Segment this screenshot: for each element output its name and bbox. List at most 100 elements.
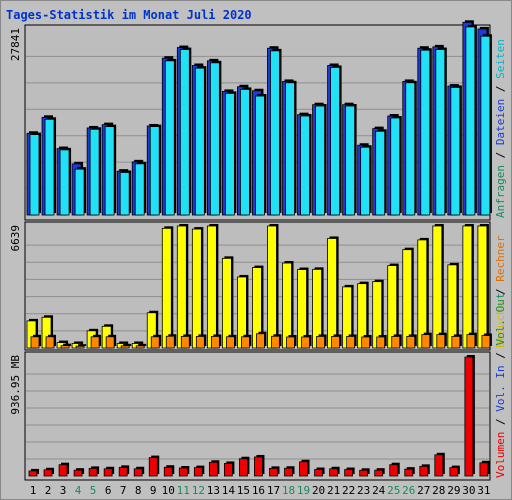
bar-face: [285, 82, 295, 216]
day-label: 4: [75, 484, 82, 497]
bar-volume: [103, 466, 115, 477]
day-label: 18: [282, 484, 295, 497]
bar-face: [224, 92, 235, 216]
bar-face: [28, 470, 38, 477]
bar-face: [361, 336, 371, 349]
bar-face: [256, 333, 265, 349]
bar-sites: [376, 334, 387, 349]
bar-requests-files: [240, 87, 252, 216]
bar-volume: [374, 468, 385, 477]
bar-volume: [88, 466, 100, 477]
bar-visits: [402, 247, 414, 349]
bar-requests-files: [179, 47, 192, 216]
bar-sites: [331, 334, 342, 349]
bar-face: [43, 469, 53, 477]
legend-separator: /: [494, 412, 507, 432]
bar-face: [417, 239, 428, 349]
bar-face: [344, 469, 354, 477]
bar-volume: [73, 468, 85, 477]
bar-face: [331, 336, 341, 349]
bar-face: [269, 467, 278, 477]
bar-requests-files: [345, 104, 357, 216]
bar-volume: [284, 466, 295, 477]
bar-requests-files: [300, 113, 312, 216]
bar-requests-files: [360, 145, 372, 216]
bar-requests-files: [330, 65, 342, 216]
bar-face: [421, 334, 431, 349]
bar-face: [479, 462, 489, 477]
bar-face: [465, 26, 476, 216]
bar-requests-files: [285, 80, 297, 216]
y-max-label: 6639: [9, 225, 22, 252]
bars-volume: [28, 355, 490, 477]
day-label: 12: [192, 484, 205, 497]
day-label: 9: [150, 484, 157, 497]
bar-face: [90, 336, 100, 349]
bar-sites: [466, 332, 477, 349]
bar-face: [405, 82, 416, 216]
bar-sites: [150, 334, 162, 349]
bar-face: [346, 336, 356, 349]
day-label: 21: [327, 484, 340, 497]
bar-visits: [477, 224, 489, 349]
bar-face: [88, 467, 98, 477]
bar-volume: [163, 465, 175, 477]
bar-face: [210, 336, 220, 349]
bar-face: [195, 336, 205, 349]
bar-requests-files: [450, 85, 462, 216]
bar-face: [225, 336, 235, 349]
bar-sites: [105, 334, 117, 349]
bar-visits: [221, 256, 234, 349]
day-label: 15: [237, 484, 250, 497]
bar-volume: [58, 462, 70, 477]
bar-face: [223, 463, 233, 477]
day-label: 22: [342, 484, 355, 497]
bar-face: [254, 456, 263, 477]
day-label: 1: [30, 484, 37, 497]
bar-face: [239, 458, 248, 477]
bar-face: [267, 225, 277, 349]
bar-volume: [419, 464, 430, 477]
bar-face: [133, 468, 143, 477]
legend-volume: Volumen / Vol. In / Vol. Out: [494, 293, 507, 478]
bar-face: [89, 128, 100, 216]
bar-face: [209, 62, 220, 216]
bar-face: [375, 130, 386, 216]
bar-volume: [254, 454, 265, 477]
legend-separator: /: [494, 282, 507, 302]
bar-sites: [436, 332, 447, 349]
bar-visits: [206, 224, 219, 349]
legend-entry: Dateien: [494, 99, 507, 145]
bar-face: [75, 345, 85, 349]
bar-requests-files: [29, 132, 41, 216]
bar-face: [255, 95, 265, 216]
bar-face: [284, 467, 293, 477]
bar-requests-files: [74, 167, 87, 216]
bar-volume: [43, 467, 55, 477]
bar-face: [434, 454, 444, 477]
bar-face: [270, 50, 280, 216]
bar-face: [74, 168, 85, 216]
bar-face: [73, 469, 83, 477]
bar-requests-files: [59, 147, 72, 216]
bar-face: [450, 87, 461, 216]
bars-visits: [26, 224, 492, 349]
day-label: 31: [477, 484, 490, 497]
day-label: 26: [402, 484, 415, 497]
bar-shadow: [123, 343, 132, 346]
bar-face: [462, 225, 473, 349]
bar-visits: [417, 237, 429, 349]
bar-face: [161, 227, 172, 349]
bar-requests-files: [435, 47, 447, 216]
bar-face: [30, 336, 40, 349]
legend-entry: Besuche: [494, 302, 507, 348]
bar-requests-files: [149, 124, 162, 216]
day-label: 5: [90, 484, 97, 497]
bar-face: [134, 163, 145, 216]
day-label: 20: [312, 484, 325, 497]
bar-face: [104, 126, 115, 216]
bar-volume: [178, 465, 190, 477]
bar-face: [345, 105, 356, 216]
bar-sites: [361, 334, 372, 349]
